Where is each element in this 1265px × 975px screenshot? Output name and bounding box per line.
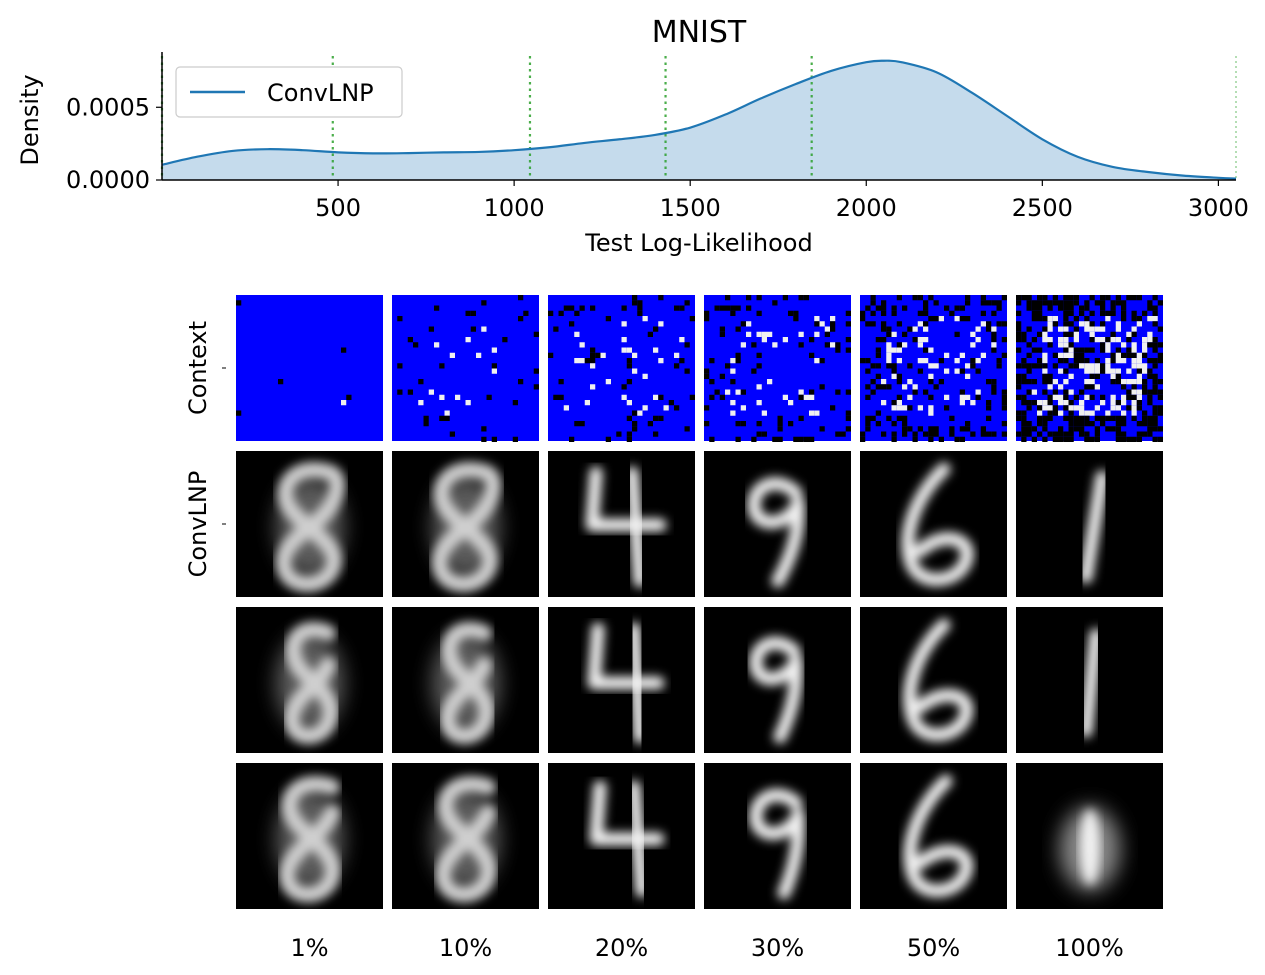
reconstruction-image — [236, 607, 383, 753]
reconstruction-image — [704, 607, 851, 753]
legend-label: ConvLNP — [267, 79, 374, 107]
y-tick-label: 0.0005 — [66, 93, 150, 121]
column-label: 10% — [439, 934, 492, 962]
x-tick-label: 500 — [315, 194, 361, 222]
reconstruction-image — [548, 763, 695, 909]
reconstruction-image — [704, 451, 851, 597]
legend-box — [175, 66, 403, 118]
column-label: 30% — [751, 934, 804, 962]
reconstruction-image — [548, 451, 695, 597]
reconstruction-image — [548, 607, 695, 753]
x-tick-label: 3000 — [1188, 194, 1249, 222]
reconstruction-image — [1016, 763, 1163, 909]
context-image — [860, 295, 1007, 442]
context-image — [1016, 295, 1163, 442]
chart-title: MNIST — [652, 15, 747, 50]
x-tick-label: 1500 — [660, 194, 721, 222]
x-tick-label: 1000 — [484, 194, 545, 222]
context-image — [236, 295, 383, 441]
context-image — [548, 295, 695, 442]
x-axis-label: Test Log-Likelihood — [584, 229, 812, 257]
reconstruction-image — [392, 607, 539, 753]
x-tick-label: 2500 — [1012, 194, 1073, 222]
reconstruction-image — [1016, 451, 1163, 597]
y-axis-label: Density — [16, 74, 44, 165]
x-tick-label: 2000 — [836, 194, 897, 222]
density-plot: MNIST 500 1000 1500 2000 2500 3000 0.0000 0.00… — [16, 15, 1249, 257]
reconstruction-image — [236, 763, 383, 909]
density-line — [161, 59, 1237, 180]
column-label: 1% — [290, 934, 328, 962]
reconstruction-image — [860, 451, 1007, 597]
reconstruction-image — [1016, 607, 1163, 753]
column-label: 100% — [1055, 934, 1124, 962]
reconstruction-image — [392, 451, 539, 597]
column-label: 20% — [595, 934, 648, 962]
reconstruction-image — [392, 763, 539, 909]
y-tick-label: 0.0000 — [66, 166, 150, 194]
reconstruction-image — [860, 763, 1007, 909]
reconstruction-image — [236, 451, 383, 597]
context-image — [704, 295, 851, 442]
reconstruction-image — [860, 607, 1007, 753]
context-image — [392, 295, 539, 442]
row-label: ConvLNP — [184, 471, 212, 578]
column-label: 50% — [907, 934, 960, 962]
legend: ConvLNP — [175, 66, 403, 118]
reconstruction-image — [704, 763, 851, 909]
row-label: Context — [184, 321, 212, 415]
